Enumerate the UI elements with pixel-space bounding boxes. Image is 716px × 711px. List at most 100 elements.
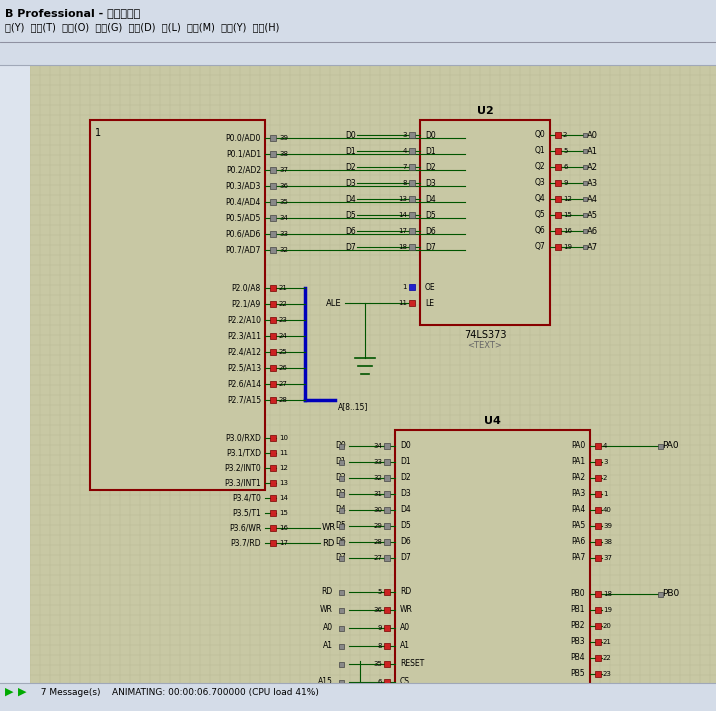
Text: 35: 35: [373, 661, 382, 667]
Bar: [270, 333, 276, 339]
Text: D6: D6: [425, 227, 436, 235]
Bar: [595, 703, 601, 709]
Text: D0: D0: [345, 131, 356, 139]
Text: 9: 9: [563, 180, 568, 186]
Text: 29: 29: [373, 523, 382, 529]
Bar: [409, 148, 415, 154]
Text: 8: 8: [377, 643, 382, 649]
Bar: [409, 284, 415, 290]
Text: D4: D4: [400, 506, 411, 515]
Text: P0.0/AD0: P0.0/AD0: [226, 134, 261, 142]
Text: Q3: Q3: [534, 178, 545, 188]
Text: RESET: RESET: [400, 660, 425, 668]
Text: ALE: ALE: [326, 299, 342, 307]
Bar: [339, 661, 344, 666]
Text: 32: 32: [279, 247, 288, 253]
Text: A6: A6: [587, 227, 598, 235]
Bar: [409, 132, 415, 138]
Bar: [270, 317, 276, 323]
Text: P0.1/AD1: P0.1/AD1: [226, 149, 261, 159]
Bar: [595, 671, 601, 677]
Text: 18: 18: [398, 244, 407, 250]
Text: RD: RD: [400, 587, 411, 597]
Bar: [270, 435, 276, 441]
Text: A3: A3: [587, 178, 598, 188]
Text: 9: 9: [377, 625, 382, 631]
Text: D5: D5: [345, 210, 356, 220]
Text: PB7: PB7: [571, 702, 585, 710]
Text: D2: D2: [400, 474, 410, 483]
Bar: [583, 181, 587, 185]
Text: 1: 1: [603, 491, 607, 497]
Text: D7: D7: [345, 242, 356, 252]
Bar: [555, 132, 561, 138]
Text: 33: 33: [373, 459, 382, 465]
Bar: [595, 687, 601, 693]
Text: 4: 4: [402, 148, 407, 154]
Bar: [270, 183, 276, 189]
Text: Q1: Q1: [534, 146, 545, 156]
Text: 39: 39: [603, 523, 612, 529]
Bar: [339, 607, 344, 612]
Text: 74LS373: 74LS373: [464, 330, 506, 340]
Text: 21: 21: [603, 639, 612, 645]
Text: PA1: PA1: [571, 457, 585, 466]
Text: 17: 17: [279, 540, 288, 546]
Text: Q0: Q0: [534, 131, 545, 139]
Bar: [595, 539, 601, 545]
Text: D7: D7: [400, 553, 411, 562]
Text: PB2: PB2: [571, 621, 585, 631]
Text: D1: D1: [335, 457, 346, 466]
Text: P2.0/A8: P2.0/A8: [232, 284, 261, 292]
Text: LE: LE: [425, 299, 434, 307]
Text: 7: 7: [402, 164, 407, 170]
Text: 27: 27: [373, 555, 382, 561]
Text: P0.5/AD5: P0.5/AD5: [226, 213, 261, 223]
Text: 31: 31: [373, 491, 382, 497]
Text: PB3: PB3: [571, 638, 585, 646]
Text: 1: 1: [402, 284, 407, 290]
Text: 34: 34: [279, 215, 288, 221]
Text: 24: 24: [603, 687, 611, 693]
Bar: [270, 151, 276, 157]
Bar: [384, 625, 390, 631]
Bar: [0, 65, 30, 683]
Text: D3: D3: [400, 489, 411, 498]
Bar: [270, 540, 276, 546]
Text: D2: D2: [425, 163, 435, 171]
Text: 40: 40: [603, 507, 612, 513]
Text: A2: A2: [587, 163, 598, 171]
Text: P2.7/A15: P2.7/A15: [227, 395, 261, 405]
Bar: [583, 245, 587, 249]
Text: P3.5/T1: P3.5/T1: [232, 508, 261, 518]
Text: P0.4/AD4: P0.4/AD4: [226, 198, 261, 206]
Bar: [270, 510, 276, 516]
Text: 15: 15: [563, 212, 572, 218]
Bar: [339, 589, 344, 594]
Bar: [384, 539, 390, 545]
Text: D5: D5: [425, 210, 436, 220]
Text: PA0: PA0: [571, 442, 585, 451]
Text: 38: 38: [279, 151, 288, 157]
Text: 38: 38: [603, 539, 612, 545]
Bar: [555, 180, 561, 186]
Bar: [270, 365, 276, 371]
Text: D6: D6: [400, 538, 411, 547]
Text: 39: 39: [279, 135, 288, 141]
Bar: [384, 491, 390, 497]
Text: PA7: PA7: [571, 553, 585, 562]
Text: 16: 16: [563, 228, 572, 234]
Text: CS: CS: [400, 678, 410, 687]
Bar: [339, 444, 344, 449]
Text: A1: A1: [400, 641, 410, 651]
Text: 2: 2: [603, 475, 607, 481]
Text: RD: RD: [321, 587, 333, 597]
Bar: [270, 285, 276, 291]
Bar: [555, 196, 561, 202]
Bar: [657, 592, 662, 597]
Text: 12: 12: [563, 196, 572, 202]
Text: 17: 17: [398, 228, 407, 234]
Text: A5: A5: [587, 210, 598, 220]
Bar: [270, 135, 276, 141]
Text: 36: 36: [279, 183, 288, 189]
